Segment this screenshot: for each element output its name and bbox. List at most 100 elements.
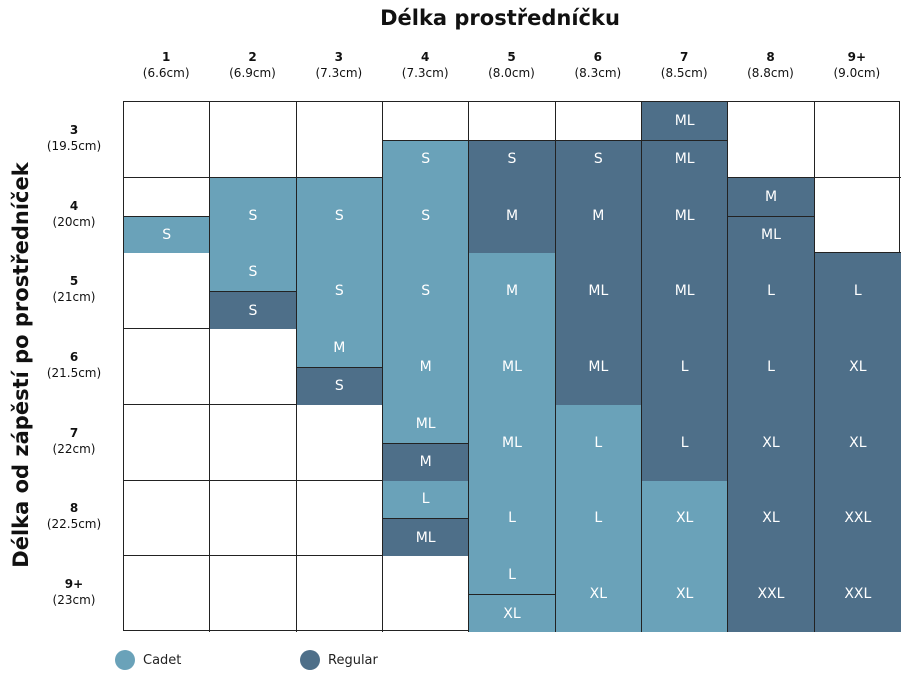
size-block: XL — [469, 594, 555, 632]
size-block: XL — [642, 556, 728, 632]
grid-cell — [210, 329, 297, 405]
grid-cell — [728, 102, 815, 178]
size-block: S — [210, 291, 296, 330]
grid-cell: L — [728, 329, 815, 405]
grid-cell: XL — [728, 404, 815, 481]
size-grid: S S S ML ML S S S S M M ML M ML S S S S M ML ML L L M S M ML ML L L XL… — [123, 101, 901, 632]
size-block: L — [728, 329, 814, 405]
size-block: ML — [383, 518, 469, 557]
legend-label-regular: Regular — [328, 652, 378, 668]
size-block: S — [555, 139, 641, 178]
column-length: (7.3cm) — [315, 66, 363, 80]
grid-cell: ML — [555, 253, 642, 330]
grid-cell: L ML — [383, 480, 470, 557]
column-header: 8 (8.8cm) — [728, 49, 814, 81]
grid-cell: S — [210, 177, 297, 254]
row-header: 9+ (23cm) — [44, 576, 104, 608]
column-header: 7 (8.5cm) — [641, 49, 727, 81]
grid-cell: XL — [814, 404, 901, 481]
grid-cell: M — [469, 177, 556, 254]
column-length: (7.3cm) — [401, 66, 449, 80]
column-header: 9+ (9.0cm) — [814, 49, 900, 81]
size-block: L — [555, 404, 641, 481]
size-block: S — [296, 177, 382, 254]
grid-cell: ML — [642, 253, 729, 330]
size-block: S — [124, 215, 210, 254]
row-header: 7 (22cm) — [44, 425, 104, 457]
size-block: L — [469, 480, 555, 557]
column-number: 2 — [248, 50, 257, 64]
grid-cell: ML — [642, 177, 729, 254]
grid-cell: S — [296, 177, 383, 254]
grid-cell: L — [642, 329, 729, 405]
grid-cell: L — [555, 404, 642, 481]
row-number: 6 — [69, 350, 79, 364]
size-block: M — [383, 329, 469, 405]
size-block: L — [728, 253, 814, 330]
size-block: ML — [642, 177, 728, 254]
grid-cell — [296, 404, 383, 481]
grid-cell — [210, 404, 297, 481]
size-block: S — [296, 366, 382, 405]
column-length: (8.8cm) — [747, 66, 794, 80]
grid-cell: L — [469, 480, 556, 557]
grid-cell: S — [469, 102, 556, 178]
grid-cell — [297, 556, 383, 632]
size-block: ML — [728, 215, 814, 254]
size-block: S — [469, 139, 555, 178]
grid-cell: L — [728, 253, 815, 330]
grid-cell — [814, 102, 901, 178]
grid-cell — [124, 404, 211, 481]
column-number: 5 — [507, 50, 516, 64]
grid-cell: XL — [728, 480, 815, 557]
column-number: 7 — [679, 50, 689, 64]
row-header: 3 (19.5cm) — [44, 122, 104, 154]
column-number: 1 — [161, 50, 171, 64]
row-length: (21cm) — [52, 290, 96, 305]
grid-cell: M ML — [728, 177, 815, 254]
column-header: 3 (7.3cm) — [296, 49, 382, 81]
size-block: L — [555, 480, 641, 557]
grid-cell — [383, 556, 470, 632]
grid-cell: XXL — [814, 480, 901, 557]
legend-label-cadet: Cadet — [143, 652, 182, 668]
grid-cell — [210, 480, 297, 557]
size-block: L — [383, 480, 469, 519]
row-header: 8 (22.5cm) — [44, 500, 104, 532]
grid-cell — [296, 102, 383, 178]
size-block: L — [469, 556, 555, 595]
row-number: 8 — [69, 501, 79, 516]
column-number: 3 — [334, 50, 343, 64]
column-header: 2 (6.9cm) — [210, 49, 296, 81]
size-block: M — [469, 177, 555, 254]
column-number: 9+ — [847, 50, 867, 64]
grid-cell — [124, 556, 211, 632]
size-block: S — [383, 177, 469, 254]
grid-cell — [210, 556, 297, 632]
size-block: L — [642, 404, 728, 481]
size-block: XXL — [814, 556, 901, 632]
row-header: 6 (21.5cm) — [44, 349, 104, 381]
grid-cell: S — [383, 253, 470, 330]
column-length: (6.6cm) — [142, 66, 190, 80]
size-block: ML — [469, 404, 555, 481]
size-block: ML — [555, 253, 641, 330]
grid-cell: ML M — [383, 404, 470, 481]
size-block: ML — [383, 404, 469, 443]
size-block: M — [296, 329, 382, 367]
size-block: ML — [555, 329, 641, 405]
size-block: M — [383, 442, 469, 481]
size-block: ML — [642, 139, 728, 178]
grid-cell: XXL — [814, 556, 901, 632]
grid-cell — [210, 102, 297, 178]
column-length: (6.9cm) — [229, 66, 276, 80]
grid-cell: XL — [642, 556, 729, 632]
size-block: XXL — [814, 480, 901, 557]
grid-cell: XL — [642, 480, 729, 557]
size-block: XXL — [728, 556, 814, 632]
column-header: 6 (8.3cm) — [555, 49, 641, 81]
grid-cell: S — [383, 177, 470, 254]
cadet-swatch — [115, 650, 135, 670]
size-block: S — [383, 139, 469, 178]
